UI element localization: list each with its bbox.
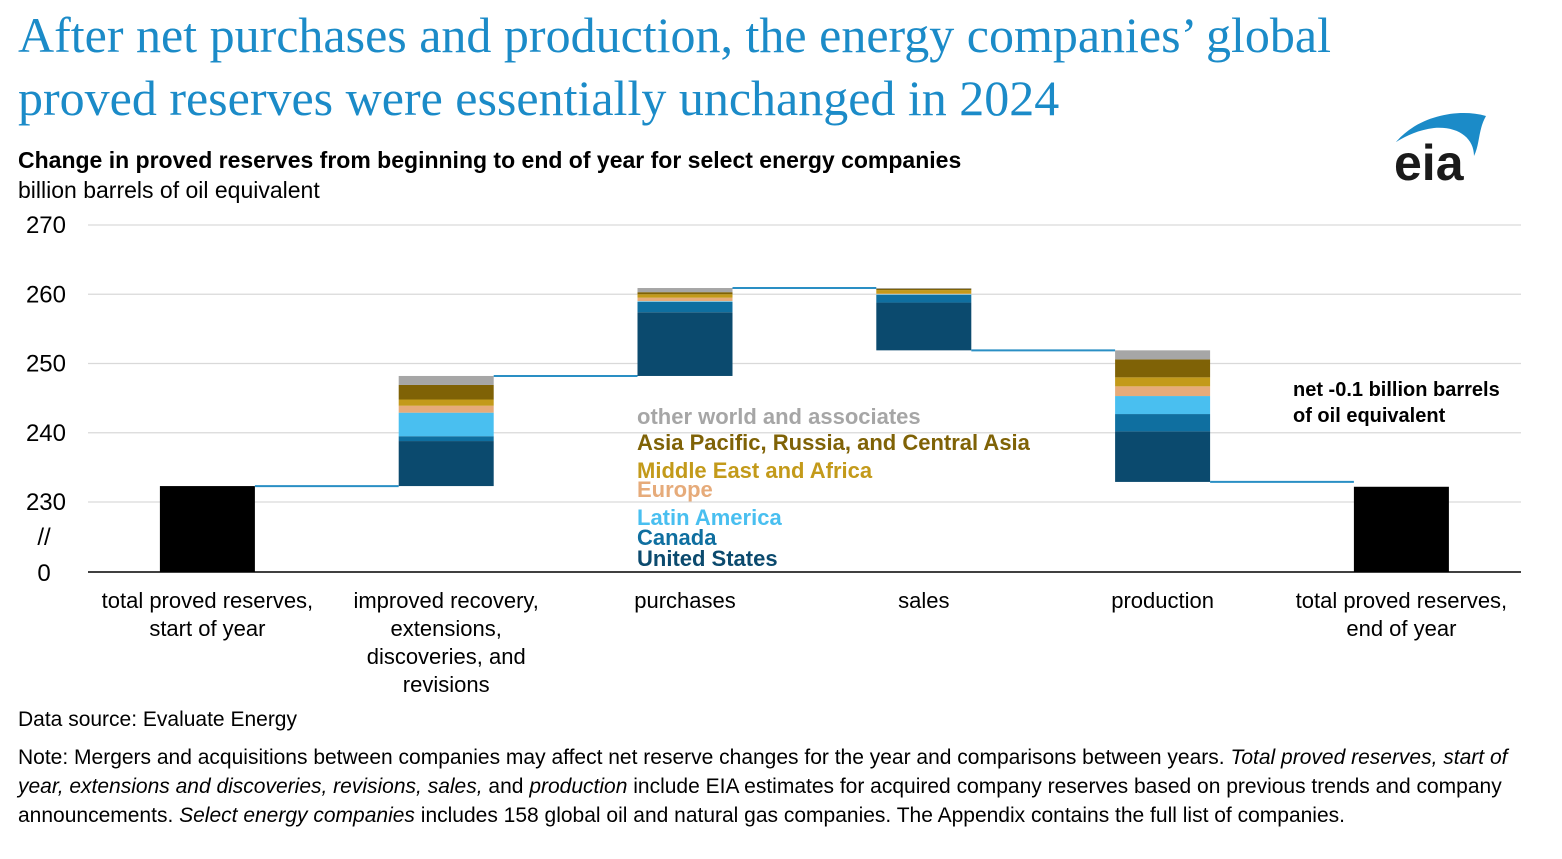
x-tick-label: sales — [898, 588, 949, 613]
bar-segment-canada — [398, 436, 494, 442]
y-tick-label: 240 — [26, 420, 66, 447]
bar-segment-latin-america — [876, 294, 972, 295]
bar-segment-other-world-and-associates — [637, 288, 733, 293]
bar-segment-united-states — [637, 312, 733, 376]
bar-segment-united-states — [1115, 431, 1211, 482]
y-tick-label: 270 — [26, 212, 66, 239]
note-italic-2: production — [529, 775, 628, 798]
eia-logo: eia — [1394, 113, 1486, 186]
bar-segment-canada — [637, 301, 733, 313]
x-tick-label: extensions, — [391, 616, 502, 641]
note-text-1: and — [488, 775, 524, 798]
legend-label: Asia Pacific, Russia, and Central Asia — [637, 430, 1031, 455]
bar-segment-europe — [637, 297, 733, 302]
note-text-3: includes 158 global oil and natural gas … — [420, 804, 1345, 827]
note-text-2: include EIA estimates for acquired compa… — [18, 775, 1502, 827]
chart-title: Change in proved reserves from beginning… — [18, 147, 962, 173]
bar-segment-other-world-and-associates — [876, 288, 972, 289]
net-change-annotation: of oil equivalent — [1293, 405, 1446, 427]
bar-segment-middle-east-and-africa — [876, 290, 972, 294]
note-prefix: Note: Mergers and acquisitions between c… — [18, 746, 1225, 769]
note: Note: Mergers and acquisitions between c… — [18, 743, 1553, 830]
bar-segment-other-world-and-associates — [398, 375, 494, 385]
x-tick-label: discoveries, and — [367, 644, 526, 669]
bar-segment-asia-pacific-russia-and-central-asia — [1115, 359, 1211, 378]
total-bar — [1353, 486, 1449, 572]
axis-break-label: // — [37, 524, 51, 551]
y-axis-units: billion barrels of oil equivalent — [18, 177, 320, 203]
bar-segment-europe — [398, 405, 494, 413]
legend-label: Middle East and Africa — [637, 458, 873, 483]
legend-label: Latin America — [637, 505, 782, 530]
logo-swoosh — [1396, 113, 1486, 156]
y-tick-label: 260 — [26, 281, 66, 308]
bar-segment-asia-pacific-russia-and-central-asia — [398, 384, 494, 400]
bar-segment-canada — [876, 294, 972, 303]
bar-segment-asia-pacific-russia-and-central-asia — [876, 288, 972, 291]
x-tick-label: total proved reserves, — [1296, 588, 1508, 613]
logo-text: eia — [1394, 135, 1465, 186]
bar-segment-europe — [1115, 386, 1211, 397]
x-tick-label: production — [1111, 588, 1214, 613]
bar-segment-united-states — [876, 302, 972, 351]
x-tick-label: revisions — [403, 672, 490, 697]
connector-lines — [254, 287, 1354, 488]
data-source: Data source: Evaluate Energy — [18, 708, 297, 731]
x-tick-label: purchases — [634, 588, 736, 613]
x-tick-labels: total proved reserves, start of year impro… — [102, 588, 1508, 697]
legend-label: Europe — [637, 477, 713, 502]
bar-segment-middle-east-and-africa — [398, 399, 494, 406]
waterfall-chart: 270 260 250 240 230 // 0 total proved reserves… — [26, 212, 1521, 697]
x-tick-label: start of year — [149, 616, 265, 641]
x-tick-label: total proved reserves, — [102, 588, 314, 613]
headline: After net purchases and production, the … — [18, 7, 1331, 126]
bar-segment-latin-america — [1115, 396, 1211, 415]
bar-segment-united-states — [398, 441, 494, 487]
note-italic-3: Select energy companies — [179, 804, 415, 827]
axis-zero-label: 0 — [37, 560, 50, 587]
legend-label: United States — [637, 546, 778, 571]
x-tick-label: end of year — [1346, 616, 1456, 641]
net-change-annotation: net -0.1 billion barrels — [1293, 379, 1500, 401]
bar-segment-latin-america — [637, 301, 733, 302]
gridlines — [88, 224, 1521, 573]
note-italic-1: Total proved reserves, start of year, ex… — [18, 746, 1508, 798]
bar-segment-asia-pacific-russia-and-central-asia — [637, 292, 733, 295]
y-tick-label: 230 — [26, 489, 66, 516]
y-tick-labels: 270 260 250 240 230 // 0 — [26, 212, 66, 587]
y-tick-label: 250 — [26, 351, 66, 378]
bar-segment-europe — [876, 293, 972, 295]
bars — [159, 288, 1449, 572]
total-bar — [159, 486, 255, 572]
bar-segment-other-world-and-associates — [1115, 350, 1211, 360]
bar-segment-latin-america — [398, 412, 494, 437]
x-tick-label: improved recovery, — [353, 588, 538, 613]
annotation: net -0.1 billion barrels of oil equivalen… — [1293, 379, 1500, 427]
bar-segment-canada — [1115, 414, 1211, 432]
bar-segment-middle-east-and-africa — [1115, 377, 1211, 387]
legend-label: Canada — [637, 525, 717, 550]
bar-segment-middle-east-and-africa — [637, 294, 733, 298]
legend-label: other world and associates — [637, 404, 921, 429]
